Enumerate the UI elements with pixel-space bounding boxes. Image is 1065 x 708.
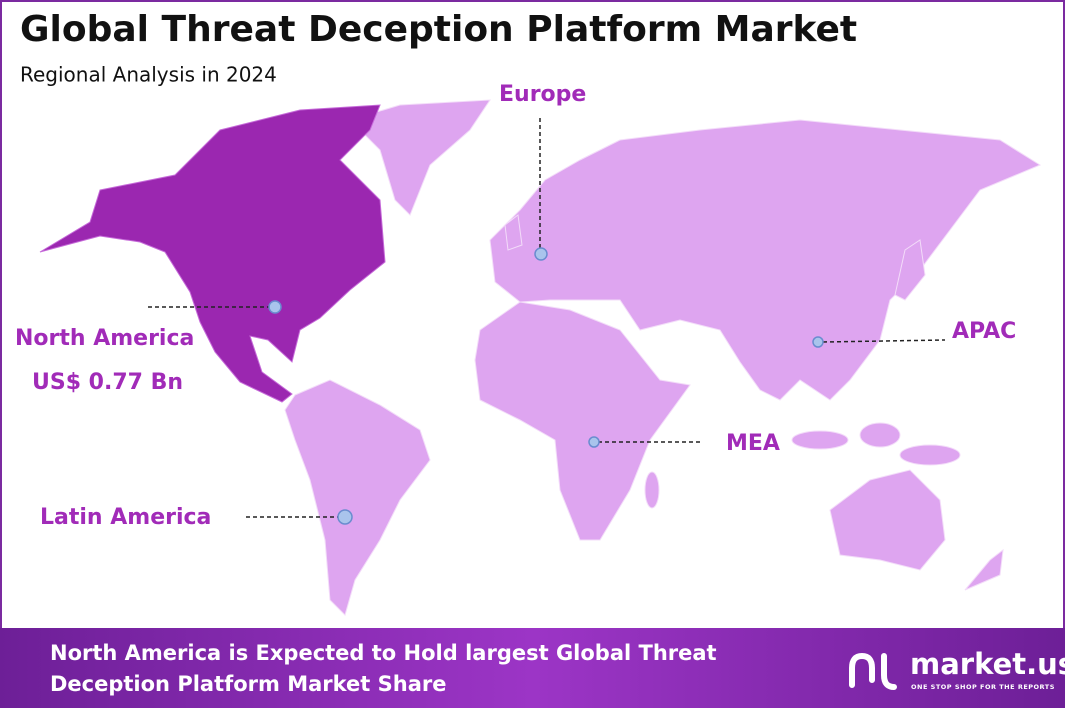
australia (829, 469, 946, 571)
callouts (148, 118, 946, 525)
leader-line (822, 339, 946, 343)
japan (894, 239, 926, 301)
greenland (349, 99, 491, 216)
logo-name: market.us (910, 647, 1065, 681)
islands (859, 422, 901, 448)
footer-band (0, 628, 1065, 708)
marker (337, 509, 353, 525)
footer-text: North America is Expected to Hold larges… (50, 641, 717, 665)
region-label: Europe (499, 82, 586, 107)
logo-icon (849, 652, 875, 688)
marker (534, 247, 548, 261)
region-value: US$ 0.77 Bn (32, 370, 183, 395)
region-label: Latin America (40, 505, 211, 530)
new-zealand (964, 548, 1004, 591)
madagascar (644, 471, 660, 509)
marker (812, 336, 824, 348)
africa (474, 301, 691, 541)
logo-icon (881, 653, 897, 690)
eurasia (489, 119, 1042, 401)
logo-tagline: ONE STOP SHOP FOR THE REPORTS (911, 683, 1055, 691)
marker (588, 436, 600, 448)
region-label: APAC (952, 319, 1016, 344)
footer-text: Deception Platform Market Share (50, 672, 447, 696)
subtitle: Regional Analysis in 2024 (20, 63, 277, 87)
islands (791, 430, 849, 450)
south-america (284, 379, 431, 616)
region-label: North America (15, 326, 194, 351)
world-map (39, 99, 1042, 616)
uk (504, 214, 523, 251)
region-label: MEA (726, 431, 780, 456)
north-america (39, 104, 386, 403)
marker (268, 300, 282, 314)
logo: market.us ONE STOP SHOP FOR THE REPORTS (849, 647, 1065, 691)
title: Global Threat Deception Platform Market (20, 9, 857, 50)
islands (899, 444, 961, 466)
